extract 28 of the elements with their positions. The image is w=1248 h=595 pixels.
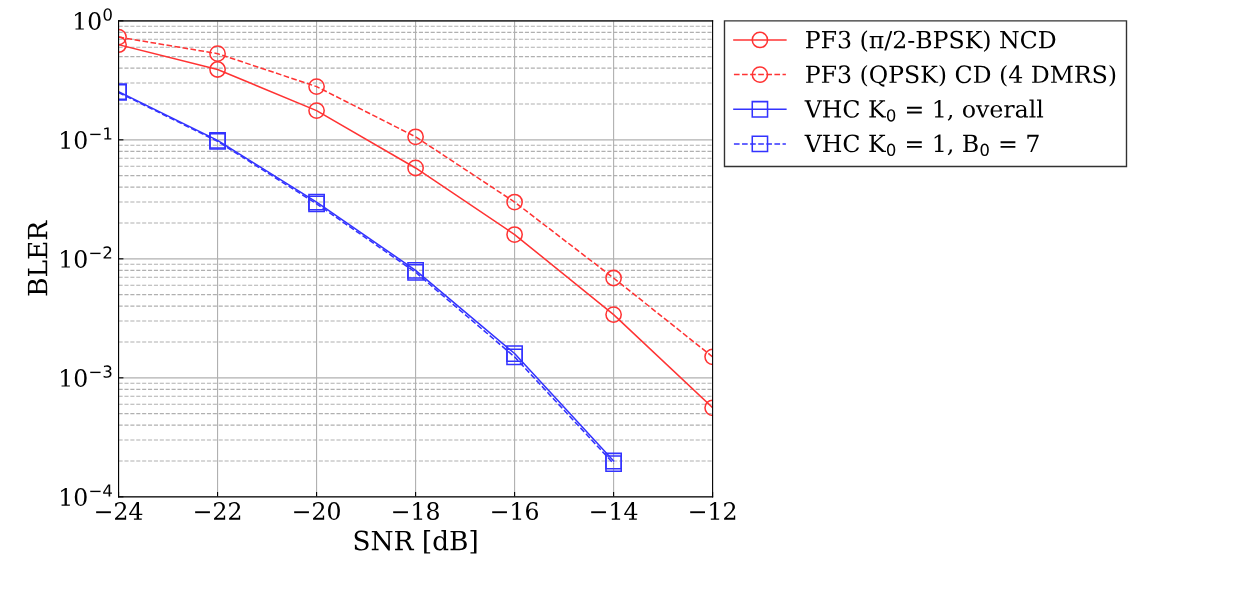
point: [506, 348, 523, 366]
x-axis-title: SNR [dB]: [354, 530, 477, 554]
point: [308, 78, 325, 96]
legend-label: VHC K$_{0}$ = 1, B$_{0}$ = 7: [804, 134, 1039, 157]
x-tick-label: −12: [690, 502, 736, 520]
x-tick-label: −20: [294, 502, 340, 520]
point: [605, 306, 623, 323]
point: [407, 159, 424, 177]
point: [506, 226, 523, 243]
y-tick-label: 10$^{−3}$: [61, 365, 112, 387]
point: [308, 102, 325, 120]
point: [209, 61, 226, 78]
legend-label: PF3 (π/2-BPSK) NCD: [806, 30, 1056, 52]
x-tick-label: −22: [195, 502, 241, 520]
x-tick-label: −16: [492, 502, 539, 520]
y-tick-label: 10$^{−1}$: [61, 127, 112, 149]
point: [209, 45, 226, 63]
point: [506, 193, 523, 211]
legend-label: VHC K$_{0}$ = 1, overall: [804, 99, 1044, 122]
x-tick-label: −14: [591, 502, 638, 520]
point: [407, 128, 424, 146]
y-axis-title: BLER: [27, 220, 48, 296]
point: [605, 269, 623, 287]
legend-label: PF3 (QPSK) CD (4 DMRS): [806, 64, 1116, 87]
y-tick-label: 10$^{−2}$: [61, 246, 112, 268]
x-tick-label: −18: [393, 502, 439, 520]
point: [506, 345, 523, 362]
y-tick-label: 10$^{0}$: [75, 8, 112, 30]
